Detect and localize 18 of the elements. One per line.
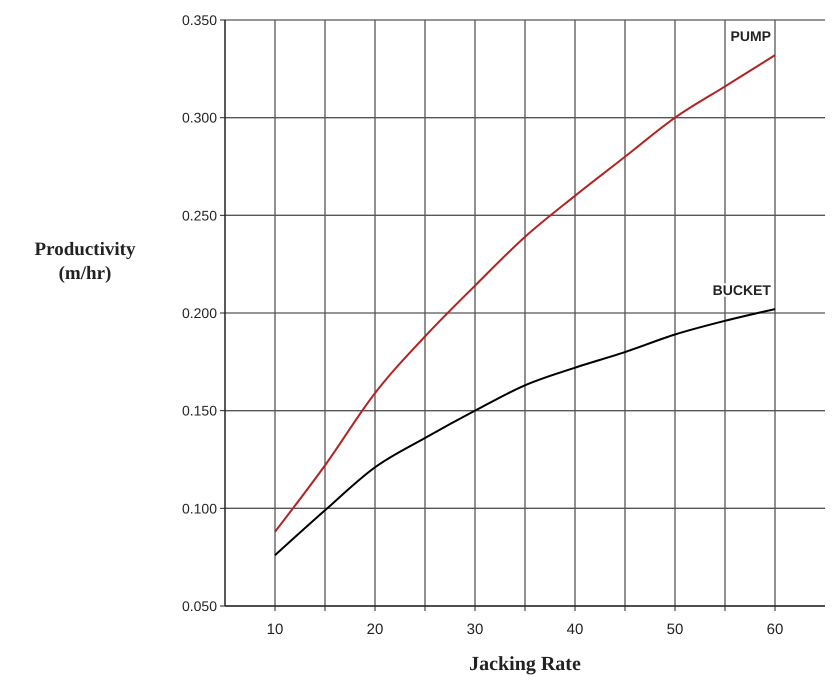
y-axis-title: Productivity (m/hr) <box>34 239 136 284</box>
x-axis-title: Jacking Rate <box>469 653 581 675</box>
y-tick-label: 0.100 <box>182 500 218 516</box>
line-series <box>274 54 776 533</box>
x-tick-label: 50 <box>666 621 684 638</box>
x-tick-label: 20 <box>366 621 384 638</box>
y-tick-label: 0.200 <box>182 305 218 321</box>
x-tick-label: 30 <box>466 621 484 638</box>
y-tick-label: 0.250 <box>182 207 218 224</box>
x-tick-label: 60 <box>766 621 784 638</box>
x-tick-label: 10 <box>266 621 284 638</box>
series-label: PUMP <box>730 28 771 44</box>
x-tick-label: 40 <box>566 621 584 638</box>
y-tick-label: 0.150 <box>182 402 218 419</box>
y-tick-label: 0.300 <box>182 110 218 126</box>
line-series <box>274 308 776 556</box>
y-tick-label: 0.350 <box>182 12 218 28</box>
y-tick-label: 0.050 <box>182 598 218 614</box>
